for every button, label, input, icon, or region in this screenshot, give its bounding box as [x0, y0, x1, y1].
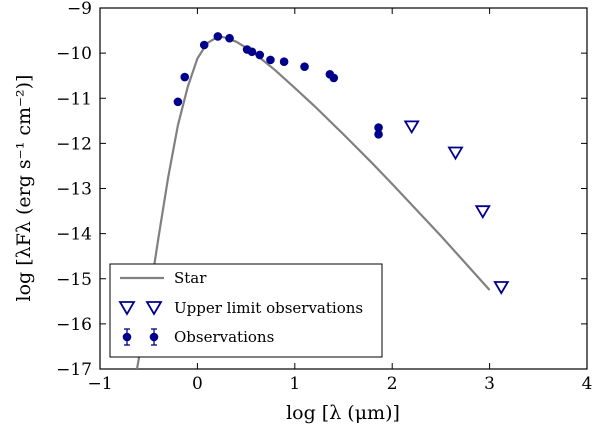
legend-upper-limit-label: Upper limit observations [174, 299, 363, 317]
y-axis-ticks: −17 −16 −15 −14 −13 −12 −11 −10 −9 [56, 0, 587, 380]
upper-limit-marker [447, 146, 464, 161]
legend-upper-limit-marker-right [145, 301, 163, 316]
legend-observation-marker-right [149, 328, 159, 346]
x-tick-label: 3 [484, 374, 495, 394]
y-tick-label: −12 [56, 134, 92, 154]
y-tick-label: −9 [67, 0, 92, 19]
observation-point [255, 50, 265, 60]
x-tick-label: 4 [582, 374, 593, 394]
observation-point [180, 72, 190, 82]
legend-observations-label: Observations [174, 328, 274, 346]
y-tick-label: −15 [56, 270, 92, 290]
observation-point [225, 33, 234, 43]
upper-limit-marker [493, 281, 510, 295]
observation-point [173, 97, 183, 107]
observation-point [213, 32, 223, 41]
y-tick-label: −13 [56, 180, 92, 200]
legend-star-label: Star [174, 269, 207, 287]
y-axis-title: log [λFλ (erg s⁻¹ cm⁻²)] [13, 75, 35, 302]
x-tick-label: −1 [87, 374, 112, 394]
observation-point [374, 130, 383, 139]
observation-point [300, 62, 309, 71]
y-tick-label: −11 [56, 89, 92, 109]
observation-point [247, 47, 257, 57]
observation-point [374, 123, 383, 132]
series-layer [135, 32, 510, 369]
x-axis-ticks: −1 0 1 2 3 4 [87, 8, 592, 394]
legend-upper-limit-marker-left [118, 301, 136, 316]
observation-point [266, 55, 275, 65]
y-tick-label: −14 [56, 225, 92, 245]
upper-limit-marker [474, 205, 491, 220]
x-axis-title-text: log [λ (μm)] [286, 402, 400, 424]
observation-point [279, 57, 289, 66]
y-axis-title-text: log [λFλ (erg s⁻¹ cm⁻²)] [13, 75, 35, 302]
x-tick-label: 0 [192, 374, 203, 394]
observation-point [199, 40, 209, 50]
y-tick-label: −10 [56, 44, 92, 64]
upper-limit-marker [403, 120, 420, 135]
legend: Star Upper limit observations Observatio… [109, 263, 383, 358]
x-axis-title: log [λ (μm)] [286, 402, 400, 424]
y-tick-label: −17 [56, 360, 92, 380]
legend-observation-marker-left [122, 328, 132, 346]
x-tick-label: 1 [289, 374, 300, 394]
observation-point [329, 73, 339, 83]
y-tick-label: −16 [56, 315, 92, 335]
x-tick-label: 2 [387, 374, 398, 394]
